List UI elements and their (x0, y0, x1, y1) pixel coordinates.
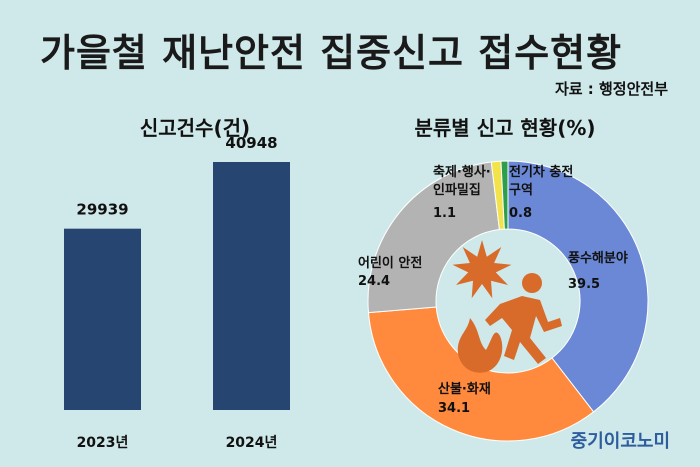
bar-2023년 (64, 228, 141, 410)
bar-value-label: 40948 (225, 134, 277, 152)
donut-slice-value: 1.1 (433, 206, 456, 221)
bar-category-label: 2024년 (226, 435, 278, 451)
fire-emergency-icon (452, 240, 562, 373)
donut-slice-value: 24.4 (358, 274, 390, 289)
donut-slice-어린이 안전 (367, 161, 500, 314)
donut-slice-value: 0.8 (509, 206, 532, 221)
bar-value-label: 29939 (76, 201, 128, 219)
donut-chart-title: 분류별 신고 현황(%) (414, 116, 596, 140)
bar-2024년 (213, 162, 290, 410)
donut-slice-label: 산불·화재 (438, 381, 491, 397)
donut-slice-value: 34.1 (438, 401, 470, 416)
donut-slice-풍수해분야 (507, 160, 649, 413)
donut-slice-value: 39.5 (568, 277, 600, 292)
donut-slice-label: 축제·행사· 인파밀집 (433, 164, 491, 198)
page-title: 가을철 재난안전 집중신고 접수현황 (40, 31, 623, 75)
bar-chart-title: 신고건수(건) (139, 116, 251, 140)
donut-slice-label: 어린이 안전 (358, 255, 422, 271)
donut-slice-산불·화재 (367, 306, 595, 442)
bar-category-label: 2023년 (77, 435, 129, 451)
brand-logo: 중기이코노미 (570, 431, 670, 452)
donut-slice-label: 전기차 충전 구역 (509, 164, 573, 198)
source-note: 자료 : 행정안전부 (554, 80, 668, 98)
donut-slice-전기차 충전구역 (500, 160, 509, 230)
donut-slice-label: 풍수해분야 (568, 250, 628, 266)
